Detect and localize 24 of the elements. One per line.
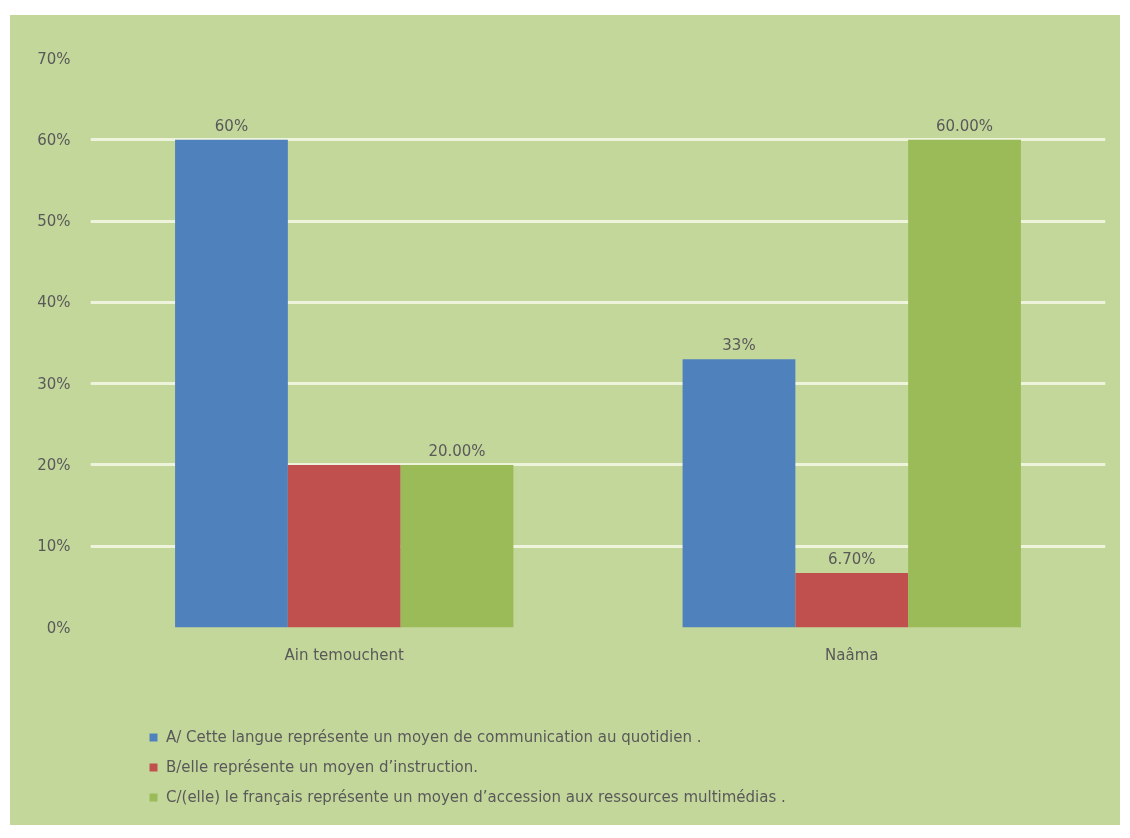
legend-label: C/(elle) le français représente un moyen d’accession aux ressources multimédias .: [166, 787, 786, 808]
data-label: 20.00%: [428, 441, 486, 460]
bar: [795, 573, 909, 628]
y-tick-label: 0%: [46, 618, 71, 637]
data-label: 60.00%: [935, 116, 994, 135]
bar: [400, 464, 514, 628]
data-label: 60%: [214, 116, 249, 135]
y-tick-label: 40%: [37, 293, 71, 312]
bar: [682, 359, 796, 628]
x-tick-label: Naâma: [825, 645, 879, 664]
y-tick-label: 20%: [37, 455, 71, 474]
data-label: 6.70%: [827, 550, 876, 569]
x-tick-label: Ain temouchent: [284, 645, 405, 664]
legend-label: A/ Cette langue représente un moyen de communication au quotidien .: [166, 727, 702, 748]
y-tick-label: 50%: [37, 212, 71, 231]
bar: [175, 139, 288, 628]
bar: [287, 464, 401, 628]
y-tick-label: 60%: [37, 130, 71, 149]
bar: [908, 139, 1021, 628]
legend-label: B/elle représente un moyen d’instruction.: [166, 757, 479, 778]
y-tick-label: 30%: [37, 374, 71, 393]
y-tick-label: 10%: [37, 537, 71, 556]
y-tick-label: 70%: [37, 49, 71, 68]
data-label: 33%: [722, 336, 756, 355]
